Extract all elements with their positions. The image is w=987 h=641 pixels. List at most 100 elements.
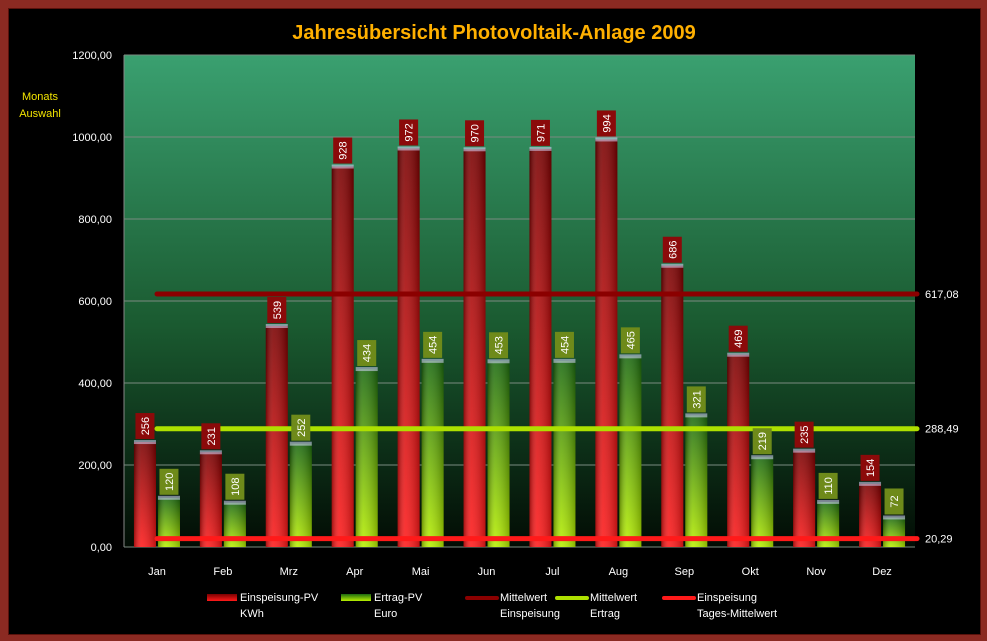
bar-einspeisung [595,137,618,547]
data-label-ertrag: 434 [357,340,377,367]
svg-text:454: 454 [559,336,571,354]
data-label-ertrag: 108 [225,473,245,500]
legend-label: Euro [374,608,397,620]
data-label-einspeisung: 154 [860,454,880,481]
x-tick-label: Mrz [280,566,298,578]
svg-text:539: 539 [272,301,284,319]
svg-text:434: 434 [362,344,374,362]
chart-frame: Jahresübersicht Photovoltaik-Anlage 2009… [8,8,981,635]
data-label-einspeisung: 231 [201,423,221,450]
svg-text:72: 72 [889,495,901,507]
chart-title: Jahresübersicht Photovoltaik-Anlage 2009 [292,22,695,44]
data-label-ertrag: 453 [489,332,509,359]
legend-swatch [341,594,371,601]
bar-einspeisung [661,263,684,547]
bar-einspeisung [859,481,882,547]
legend: Einspeisung-PV KWh Ertrag-PV Euro Mittelwert… [207,592,777,620]
bar-einspeisung [727,352,750,547]
y-tick-label: 200,00 [78,460,112,472]
data-label-einspeisung: 686 [662,236,682,263]
svg-text:235: 235 [799,425,811,443]
data-label-ertrag: 321 [686,386,706,413]
bar-ertrag [355,367,378,547]
legend-label: Einspeisung [500,608,560,620]
svg-text:321: 321 [691,390,703,408]
x-tick-label: Dez [872,566,892,578]
data-label-einspeisung: 235 [794,421,814,448]
legend-label: KWh [240,608,264,620]
legend-label: Ertrag [590,608,620,620]
data-label-einspeisung: 928 [333,137,353,164]
mean-lines [154,291,920,542]
svg-text:971: 971 [535,124,547,142]
legend-item-mittel_einspeisung: Mittelwert Einspeisung [465,592,560,620]
legend-item-einspeisung: Einspeisung-PV KWh [207,592,319,620]
bar-ertrag [223,500,246,547]
bar-ertrag [487,359,510,547]
mean-label-tages_mittel: 20,29 [925,534,953,546]
data-label-einspeisung: 972 [399,119,419,146]
legend-label: Einspeisung [697,592,757,604]
gridlines [124,54,915,548]
x-tick-label: Mai [412,566,430,578]
data-label-einspeisung: 469 [728,325,748,352]
data-label-einspeisung: 539 [267,297,287,324]
data-label-ertrag: 120 [159,468,179,495]
x-tick-label: Feb [213,566,232,578]
legend-label: Mittelwert [590,592,637,604]
bar-einspeisung [529,146,552,547]
svg-text:256: 256 [140,417,152,435]
data-label-einspeisung: 256 [135,413,155,440]
data-label-ertrag: 454 [423,331,443,358]
x-tick-label: Aug [609,566,629,578]
x-tick-label: Okt [742,566,759,578]
x-axis: Jan Feb Mrz Apr Mai Jun Jul Aug Sep Okt Nov Dez [148,566,892,578]
data-label-einspeisung: 994 [596,110,616,137]
y-tick-label: 1200,00 [72,50,112,62]
bar-ertrag [289,441,312,547]
legend-item-ertrag: Ertrag-PV Euro [341,592,423,620]
y-tick-label: 400,00 [78,378,112,390]
svg-text:454: 454 [428,336,440,354]
x-tick-label: Jul [545,566,559,578]
svg-text:120: 120 [164,473,176,491]
data-label-ertrag: 454 [554,331,574,358]
y-tick-label: 0,00 [91,542,112,554]
legend-label: Mittelwert [500,592,547,604]
svg-text:465: 465 [625,331,637,349]
svg-text:686: 686 [667,241,679,259]
svg-text:928: 928 [338,141,350,159]
bar-ertrag [817,499,840,547]
svg-text:252: 252 [296,419,308,437]
bar-ertrag [685,413,708,547]
bar-einspeisung [331,164,354,547]
svg-text:970: 970 [470,124,482,142]
bar-ertrag [553,358,576,547]
bar-einspeisung [793,448,816,547]
svg-text:110: 110 [823,477,835,495]
svg-text:453: 453 [494,336,506,354]
y-tick-label: 800,00 [78,214,112,226]
x-tick-label: Jan [148,566,166,578]
svg-text:231: 231 [206,427,218,445]
bar-ertrag [883,515,906,547]
bar-einspeisung [265,324,288,547]
bar-einspeisung [133,440,156,547]
y-tick-label: 600,00 [78,296,112,308]
svg-text:469: 469 [733,330,745,348]
data-label-ertrag: 219 [752,428,772,455]
data-label-ertrag: 72 [884,488,904,515]
bar-einspeisung [463,147,486,548]
data-labels: 256 120 231 108 539 252 928 434 972 454 970 453 971 4… [135,110,959,546]
data-label-ertrag: 465 [620,327,640,354]
y-axis: 0,00 200,00 400,00 600,00 800,00 1000,00 1200,… [72,50,125,554]
svg-text:154: 154 [865,459,877,477]
x-tick-label: Sep [675,566,695,578]
bar-ertrag [619,354,642,547]
chart: Jahresübersicht Photovoltaik-Anlage 2009… [72,22,959,620]
mean-label-mittel_einspeisung: 617,08 [925,289,959,301]
month-selection-label: Monats Auswahl [15,89,65,123]
legend-swatch [207,594,237,601]
legend-item-mittel_ertrag: Mittelwert Ertrag [555,592,637,620]
legend-label: Einspeisung-PV [240,592,319,604]
